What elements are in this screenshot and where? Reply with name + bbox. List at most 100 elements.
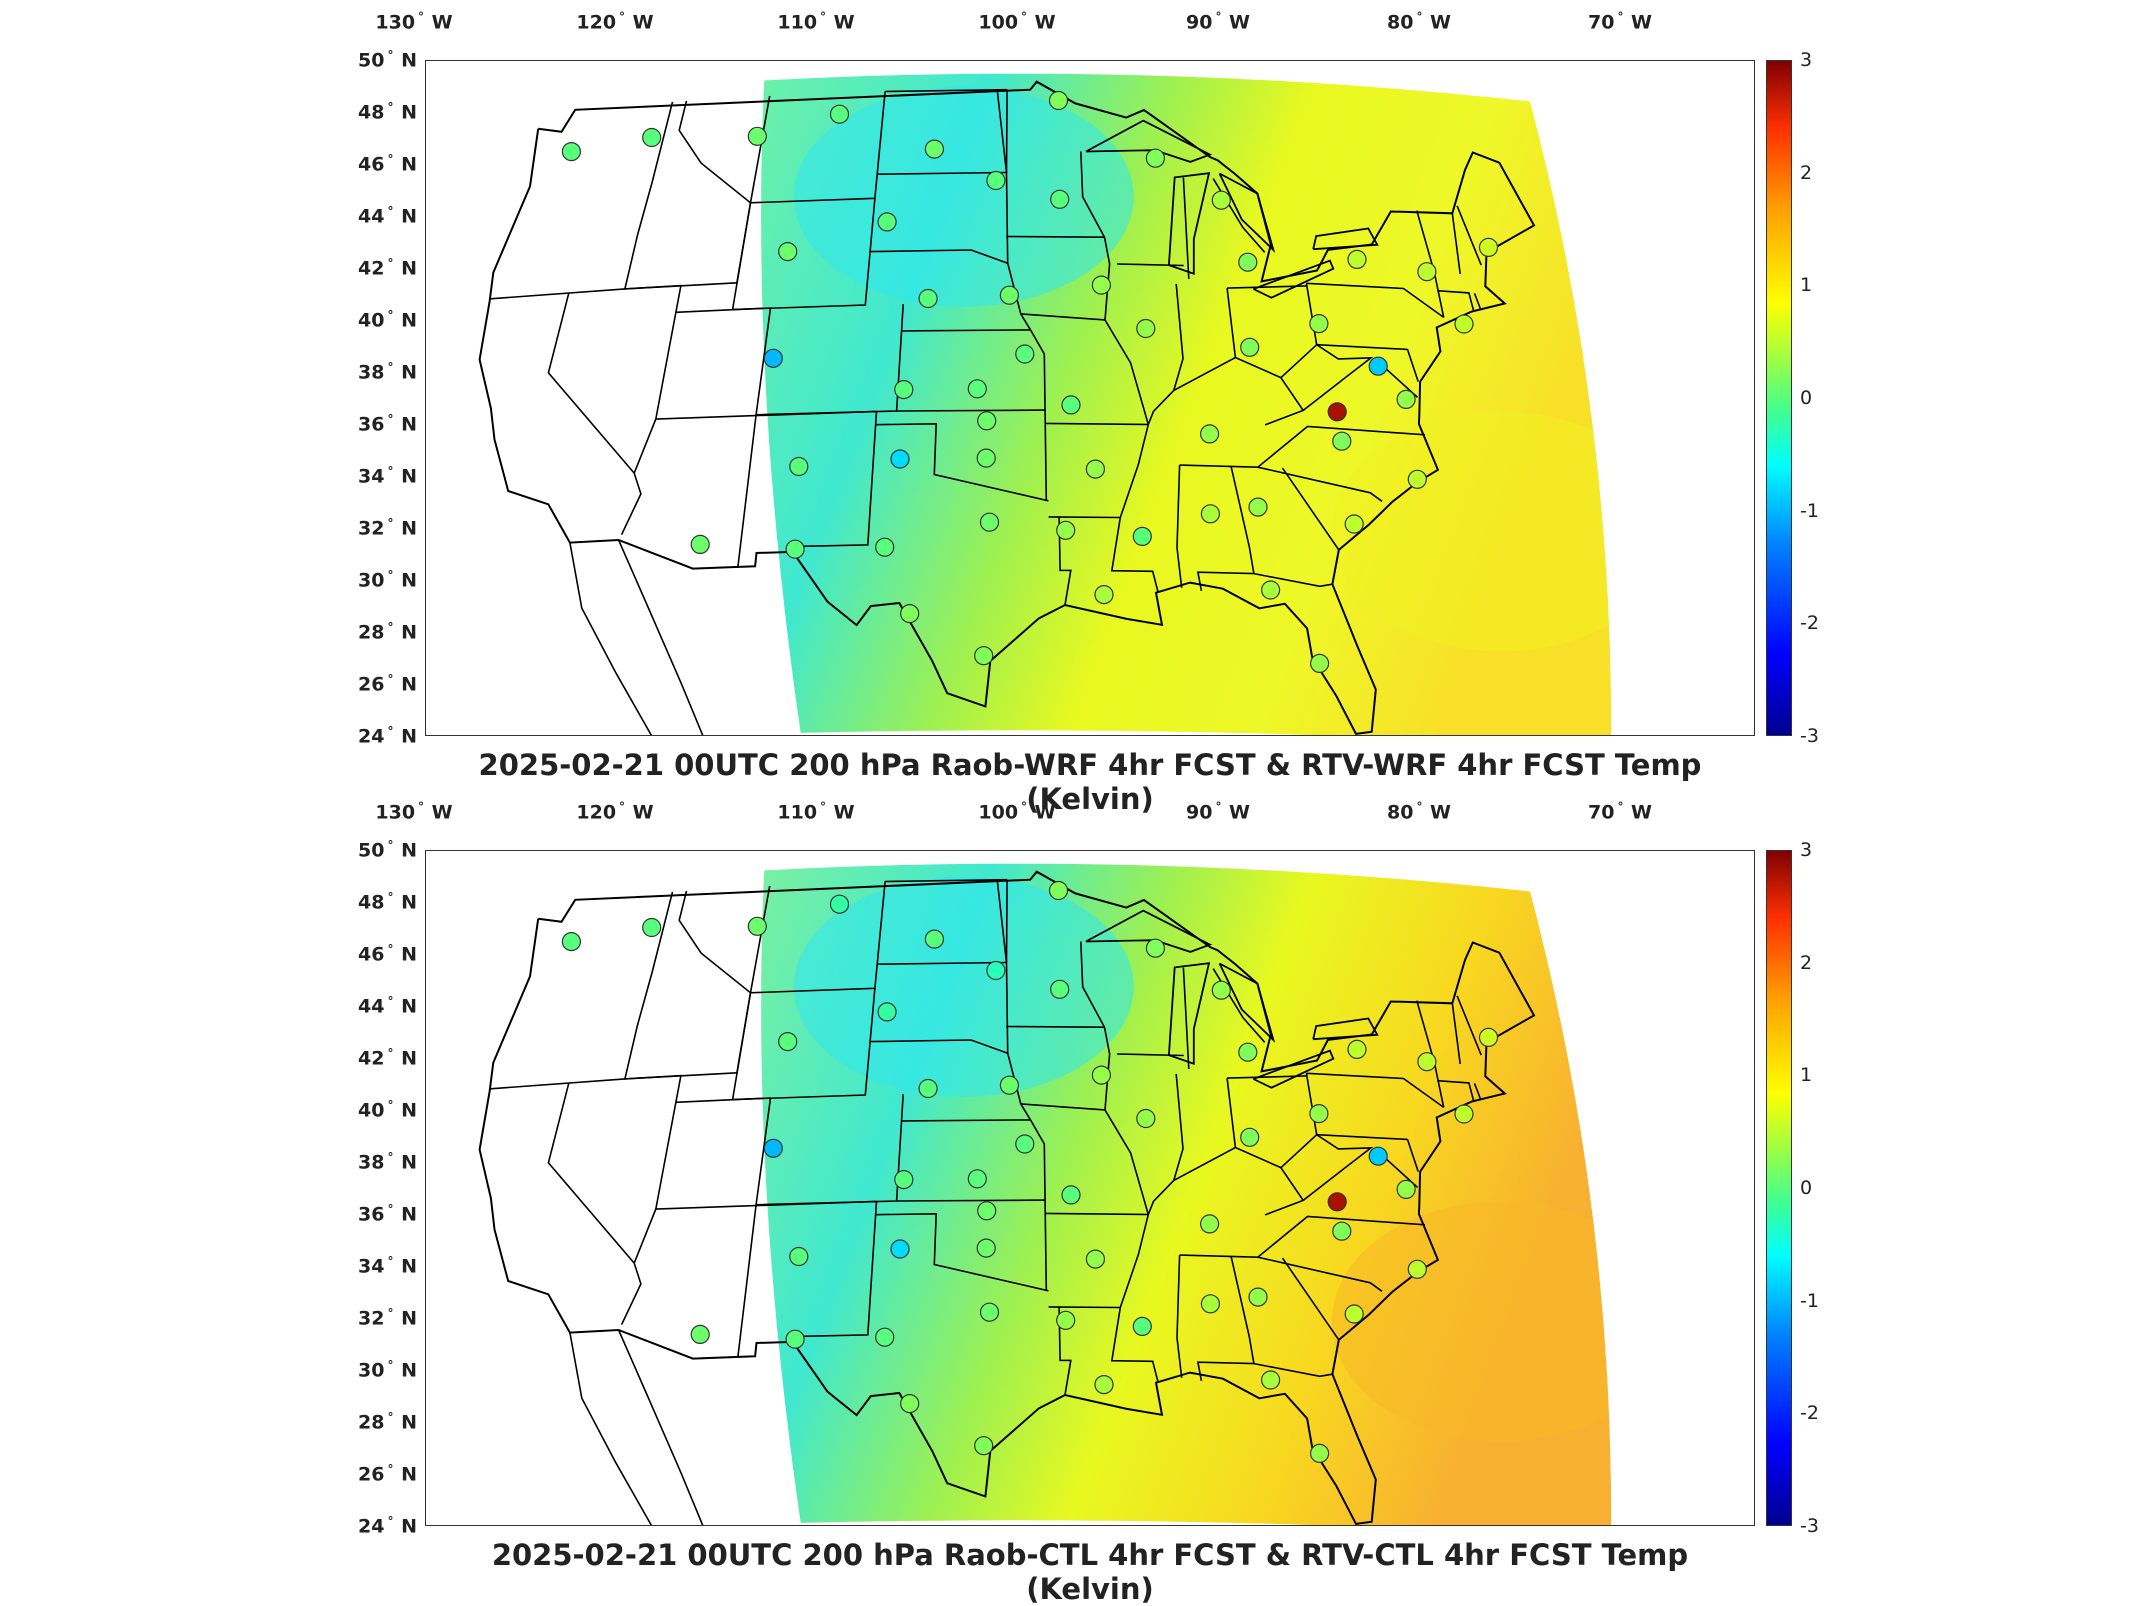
raob-station-marker[interactable] [1048, 90, 1069, 111]
raob-station-marker[interactable] [1309, 1104, 1329, 1124]
raob-station-marker[interactable] [1248, 497, 1268, 517]
raob-station-marker[interactable] [829, 894, 850, 914]
raob-station-marker[interactable] [1200, 504, 1221, 524]
raob-station-marker[interactable] [1260, 1370, 1281, 1390]
raob-station-marker[interactable] [918, 1078, 938, 1099]
raob-station-marker[interactable] [1094, 1374, 1114, 1395]
raob-station-marker[interactable] [690, 1324, 710, 1344]
raob-station-marker[interactable] [877, 1002, 897, 1022]
raob-station-marker[interactable] [1015, 344, 1035, 364]
raob-station-marker[interactable] [747, 916, 767, 936]
raob-station-marker[interactable] [789, 1246, 809, 1267]
raob-station-marker[interactable] [1417, 1052, 1437, 1072]
raob-station-marker[interactable] [890, 449, 910, 469]
raob-station-marker[interactable] [1309, 1443, 1330, 1464]
raob-station-marker[interactable] [986, 170, 1006, 191]
raob-station-marker[interactable] [890, 1239, 910, 1259]
raob-station-marker[interactable] [1200, 1294, 1221, 1314]
raob-station-marker[interactable] [979, 1302, 1000, 1322]
raob-station-marker[interactable] [1417, 262, 1437, 282]
raob-station-marker[interactable] [999, 285, 1020, 305]
raob-station-marker[interactable] [1344, 1304, 1364, 1324]
raob-station-marker[interactable] [979, 512, 1000, 532]
raob-station-marker[interactable] [1407, 469, 1427, 489]
raob-station-marker[interactable] [1061, 1185, 1081, 1205]
raob-station-marker[interactable] [763, 348, 783, 368]
raob-station-marker[interactable] [1238, 1042, 1258, 1062]
raob-station-marker[interactable] [875, 537, 895, 557]
raob-station-marker[interactable] [1136, 1108, 1156, 1129]
raob-station-marker[interactable] [1145, 148, 1166, 168]
raob-station-marker[interactable] [690, 534, 710, 554]
raob-station-marker[interactable] [1454, 1104, 1474, 1124]
raob-station-marker[interactable] [785, 539, 805, 559]
raob-station-marker[interactable] [1368, 1146, 1388, 1166]
raob-station-marker[interactable] [1327, 1192, 1347, 1212]
raob-station-marker[interactable] [1085, 1249, 1106, 1269]
raob-station-marker[interactable] [976, 1238, 996, 1258]
raob-station-marker[interactable] [561, 141, 581, 162]
raob-station-marker[interactable] [1145, 938, 1166, 958]
raob-station-marker[interactable] [1050, 189, 1070, 209]
raob-station-marker[interactable] [789, 456, 809, 477]
raob-station-marker[interactable] [1260, 580, 1281, 600]
raob-station-marker[interactable] [967, 379, 987, 399]
raob-station-marker[interactable] [1211, 190, 1231, 210]
raob-station-marker[interactable] [1136, 318, 1156, 339]
raob-station-marker[interactable] [785, 1329, 805, 1349]
raob-station-marker[interactable] [875, 1327, 895, 1347]
raob-station-marker[interactable] [1240, 337, 1260, 357]
raob-station-marker[interactable] [1309, 653, 1330, 674]
raob-station-marker[interactable] [1248, 1287, 1268, 1307]
raob-station-marker[interactable] [974, 1436, 994, 1456]
raob-station-marker[interactable] [1407, 1259, 1427, 1279]
raob-station-marker[interactable] [1454, 314, 1474, 334]
raob-station-marker[interactable] [1238, 252, 1258, 272]
raob-station-marker[interactable] [1332, 1221, 1352, 1241]
raob-station-marker[interactable] [642, 127, 662, 148]
raob-station-marker[interactable] [1056, 520, 1076, 540]
raob-station-marker[interactable] [1048, 880, 1069, 901]
raob-station-marker[interactable] [1344, 514, 1364, 534]
raob-station-marker[interactable] [1396, 389, 1416, 409]
raob-station-marker[interactable] [977, 1201, 997, 1221]
raob-station-marker[interactable] [976, 448, 996, 468]
raob-station-marker[interactable] [1132, 1316, 1152, 1336]
raob-station-marker[interactable] [1211, 980, 1231, 1000]
raob-station-marker[interactable] [1347, 1039, 1367, 1059]
raob-station-marker[interactable] [1327, 402, 1347, 422]
raob-station-marker[interactable] [763, 1138, 783, 1158]
raob-station-marker[interactable] [924, 139, 944, 159]
raob-station-marker[interactable] [894, 380, 914, 400]
raob-station-marker[interactable] [829, 104, 850, 124]
raob-station-marker[interactable] [1347, 249, 1367, 269]
raob-station-marker[interactable] [642, 917, 662, 938]
raob-station-marker[interactable] [1368, 356, 1388, 376]
raob-station-marker[interactable] [1015, 1134, 1035, 1154]
raob-station-marker[interactable] [1478, 237, 1499, 257]
raob-station-marker[interactable] [977, 411, 997, 431]
raob-station-marker[interactable] [900, 1393, 920, 1414]
raob-station-marker[interactable] [561, 931, 581, 952]
raob-station-marker[interactable] [1091, 1065, 1112, 1085]
raob-station-marker[interactable] [1085, 459, 1106, 479]
raob-station-marker[interactable] [999, 1075, 1020, 1095]
raob-station-marker[interactable] [918, 288, 938, 309]
raob-station-marker[interactable] [924, 929, 944, 949]
raob-station-marker[interactable] [778, 1032, 798, 1052]
raob-station-marker[interactable] [967, 1169, 987, 1189]
raob-station-marker[interactable] [1056, 1310, 1076, 1330]
raob-station-marker[interactable] [877, 212, 897, 232]
raob-station-marker[interactable] [986, 960, 1006, 981]
raob-station-marker[interactable] [1240, 1127, 1260, 1147]
raob-station-marker[interactable] [1396, 1179, 1416, 1199]
raob-station-marker[interactable] [974, 646, 994, 666]
raob-station-marker[interactable] [1091, 275, 1112, 295]
raob-station-marker[interactable] [747, 126, 767, 146]
raob-station-marker[interactable] [1050, 979, 1070, 999]
raob-station-marker[interactable] [1061, 395, 1081, 415]
raob-station-marker[interactable] [1309, 314, 1329, 334]
raob-station-marker[interactable] [1094, 584, 1114, 605]
raob-station-marker[interactable] [1332, 431, 1352, 451]
raob-station-marker[interactable] [778, 242, 798, 262]
